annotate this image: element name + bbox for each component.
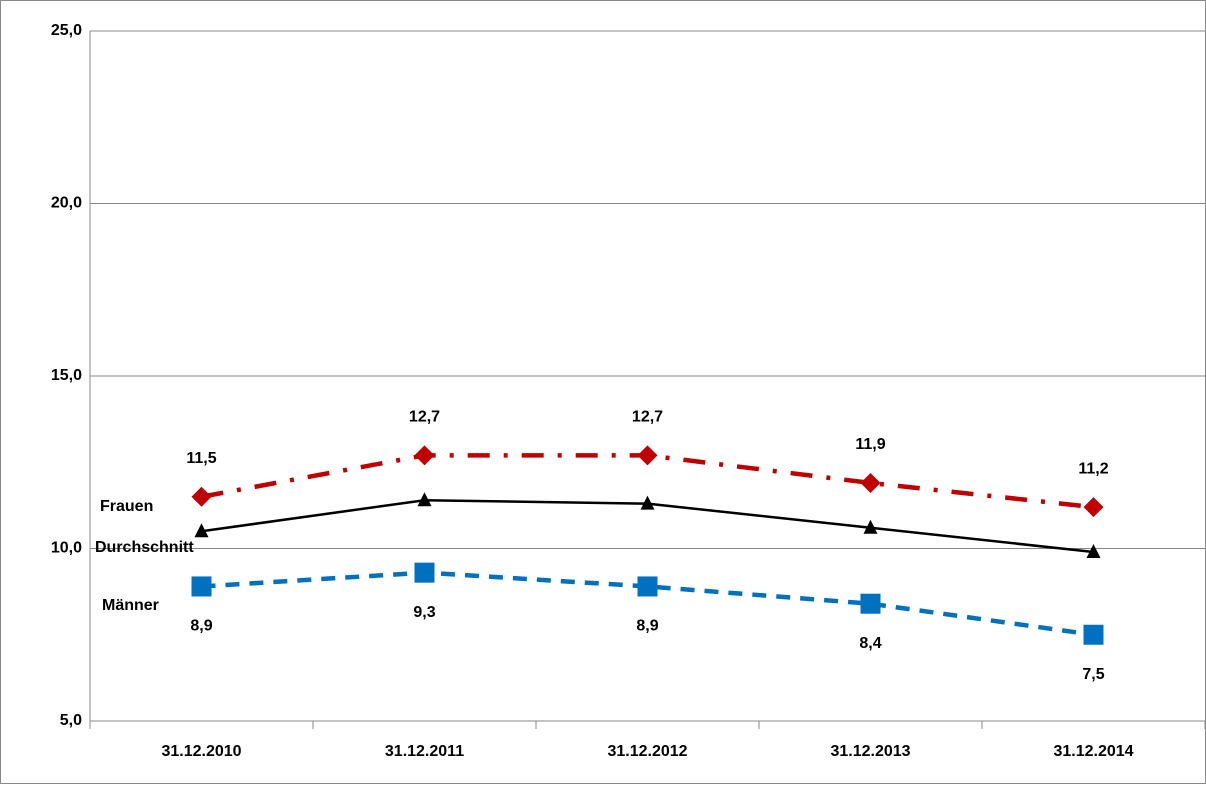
value-label: 8,9 — [190, 618, 212, 635]
y-tick-label: 20,0 — [51, 195, 82, 212]
marker — [194, 523, 209, 538]
value-label: 8,4 — [859, 635, 881, 652]
marker — [414, 562, 435, 583]
marker — [637, 576, 658, 597]
value-label: 12,7 — [409, 409, 440, 426]
marker — [191, 576, 212, 597]
value-label: 11,2 — [1078, 460, 1108, 477]
x-tick-label: 31.12.2014 — [1053, 743, 1133, 760]
marker — [860, 593, 881, 614]
series-label: Männer — [102, 597, 159, 614]
y-tick-label: 10,0 — [51, 540, 82, 557]
y-tick-label: 15,0 — [51, 367, 82, 384]
series-label: Durchschnitt — [95, 539, 194, 556]
y-tick-label: 25,0 — [51, 22, 82, 39]
value-label: 12,7 — [632, 409, 663, 426]
y-tick-label: 5,0 — [60, 712, 82, 729]
x-tick-label: 31.12.2010 — [161, 743, 241, 760]
series-line — [201, 570, 1094, 637]
marker — [414, 445, 435, 466]
x-tick-label: 31.12.2012 — [607, 743, 687, 760]
value-label: 11,9 — [855, 436, 885, 453]
marker — [1083, 497, 1104, 518]
marker — [191, 486, 212, 507]
marker — [1083, 624, 1104, 645]
marker — [1086, 543, 1101, 558]
value-label: 7,5 — [1082, 666, 1104, 683]
marker — [640, 495, 655, 510]
series-label: Frauen — [100, 498, 153, 515]
x-tick-label: 31.12.2011 — [385, 743, 464, 760]
value-label: 9,3 — [413, 604, 435, 621]
marker — [860, 472, 881, 493]
marker — [637, 445, 658, 466]
value-label: 8,9 — [636, 618, 658, 635]
marker — [417, 492, 432, 507]
marker — [863, 519, 878, 534]
value-label: 11,5 — [186, 450, 216, 467]
x-tick-label: 31.12.2013 — [830, 743, 910, 760]
